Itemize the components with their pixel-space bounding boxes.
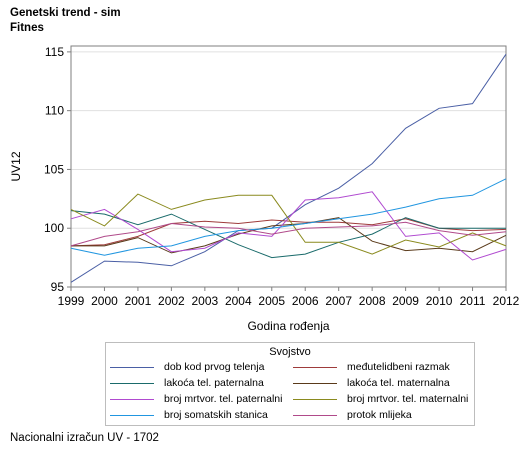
y-tick-label: 105 bbox=[44, 162, 64, 176]
y-tick-label: 100 bbox=[44, 221, 64, 235]
x-tick-label: 2009 bbox=[392, 294, 419, 308]
series-line-4 bbox=[71, 217, 507, 254]
y-tick-label: 95 bbox=[51, 280, 65, 294]
chart-title-block: Genetski trend - sim Fitnes bbox=[10, 6, 121, 36]
legend-label: lakoća tel. paternalna bbox=[164, 377, 264, 389]
legend-label: međutelidbeni razmak bbox=[347, 361, 450, 373]
x-tick-label: 2002 bbox=[158, 294, 185, 308]
chart-subtitle: Fitnes bbox=[10, 22, 44, 34]
x-axis-label: Godina rođenja bbox=[247, 319, 329, 333]
x-tick-label: 2006 bbox=[292, 294, 319, 308]
grid bbox=[71, 51, 506, 288]
x-tick-label: 2011 bbox=[460, 294, 486, 308]
series-line-8 bbox=[70, 221, 507, 247]
legend-swatch bbox=[110, 383, 154, 384]
series-line-1 bbox=[70, 53, 507, 283]
footnote: Nacionalni izračun UV - 1702 bbox=[10, 432, 159, 444]
legend-label: broj mrtvor. tel. maternalni bbox=[347, 393, 469, 405]
legend-label: broj somatskih stanica bbox=[164, 409, 268, 421]
x-tick-label: 2012 bbox=[493, 294, 520, 308]
legend-swatch bbox=[110, 415, 154, 416]
x-tick-label: 2001 bbox=[125, 294, 152, 308]
legend-swatch bbox=[293, 399, 337, 400]
x-tick-label: 1999 bbox=[58, 294, 85, 308]
x-tick-label: 2007 bbox=[325, 294, 352, 308]
series-lines bbox=[70, 53, 507, 283]
legend-label: protok mlijeka bbox=[347, 409, 412, 421]
line-chart: 95 100 105 110 115 1999 2000 2001 2002 2003 2004 20… bbox=[9, 45, 520, 333]
legend-label: dob kod prvog telenja bbox=[164, 361, 265, 373]
x-tick-label: 2005 bbox=[258, 294, 285, 308]
x-tick-label: 2003 bbox=[191, 294, 218, 308]
legend-swatch bbox=[293, 367, 337, 368]
legend-title: Svojstvo bbox=[269, 346, 311, 358]
y-tick-label: 110 bbox=[45, 104, 64, 118]
x-tick-label: 2008 bbox=[359, 294, 386, 308]
legend: Svojstvo dob kod prvog telenja međutelidb… bbox=[105, 342, 475, 426]
x-tick-label: 2004 bbox=[225, 294, 252, 308]
series-line-7 bbox=[70, 178, 507, 256]
legend-swatch bbox=[110, 367, 154, 368]
x-tick-label: 2000 bbox=[91, 294, 118, 308]
legend-swatch bbox=[110, 399, 154, 400]
y-tick-label: 115 bbox=[45, 45, 64, 59]
series-line-3 bbox=[70, 210, 506, 259]
series-line-6 bbox=[70, 193, 507, 255]
legend-swatch bbox=[293, 415, 337, 416]
y-axis-label: UV12 bbox=[9, 151, 23, 181]
axis-ticks: 95 100 105 110 115 1999 2000 2001 2002 2003 2004 20… bbox=[44, 45, 520, 308]
chart-title: Genetski trend - sim bbox=[10, 7, 121, 19]
x-tick-label: 2010 bbox=[426, 294, 453, 308]
plot-frame bbox=[70, 45, 507, 288]
legend-swatch bbox=[293, 383, 337, 384]
legend-label: lakoća tel. maternalna bbox=[347, 377, 450, 389]
legend-label: broj mrtvor. tel. paternalni bbox=[164, 393, 283, 405]
